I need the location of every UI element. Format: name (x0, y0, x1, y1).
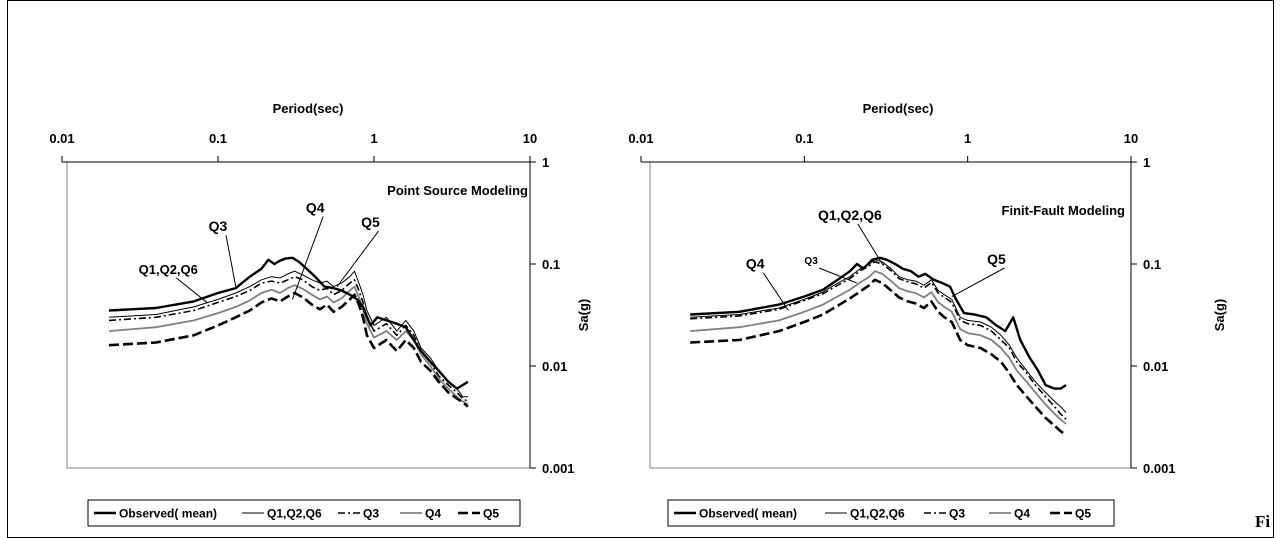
y-tick-label: 1 (1143, 155, 1150, 170)
series-line-q1-q2-q6 (108, 270, 468, 398)
legend-label-q4: Q4 (1014, 507, 1030, 521)
annotation-leader (857, 223, 883, 265)
annotation-label-q4: Q4 (306, 199, 325, 215)
annotation-leader (225, 235, 237, 287)
series-line-q4 (108, 284, 469, 406)
legend-label-q3: Q3 (949, 507, 965, 521)
y-tick-label: 0.001 (542, 461, 575, 476)
series-line-q3 (690, 261, 1067, 420)
legend-label-q3: Q3 (363, 507, 379, 521)
x-tick-label: 0.1 (209, 131, 227, 146)
annotation-label-q5: Q5 (361, 214, 380, 230)
legend-label-observed-mean: Observed( mean) (119, 507, 217, 521)
annotation-label-q4: Q4 (746, 256, 765, 272)
annotation-label-q3: Q3 (804, 256, 818, 267)
legend-label-q4: Q4 (425, 507, 441, 521)
y-axis-title: Sa(g) (1212, 299, 1227, 332)
annotation-leader (336, 230, 379, 287)
y-tick-label: 0.1 (542, 257, 560, 272)
x-tick-label: 0.1 (795, 131, 813, 146)
legend-label-q5: Q5 (1075, 507, 1091, 521)
panel-title: Point Source Modeling (387, 183, 528, 198)
y-axis-title: Sa(g) (576, 299, 591, 332)
panel-title: Finit-Fault Modeling (1002, 203, 1126, 218)
series-line-q1-q2-q6 (690, 259, 1067, 413)
annotation-label-q1-q2-q6: Q1,Q2,Q6 (139, 262, 198, 277)
annotation-leader (175, 277, 208, 303)
plot-area (66, 161, 531, 469)
series-line-observed-mean (690, 256, 1067, 390)
y-tick-label: 0.001 (1143, 461, 1176, 476)
x-tick-label: 10 (1124, 131, 1138, 146)
x-tick-label: 0.01 (49, 131, 74, 146)
annotation-leader (291, 216, 324, 300)
x-axis-title: Period(sec) (273, 101, 344, 116)
chart-point-source: 0.01 0.1 1 10 Period(sec) 0.001 0.01 0.1 1 Sa(g) P… (49, 101, 591, 527)
y-tick-label: 0.1 (1143, 257, 1161, 272)
x-tick-label: 1 (370, 131, 377, 146)
series-line-observed-mean (108, 256, 469, 390)
annotation-label-q1-q2-q6: Q1,Q2,Q6 (818, 207, 882, 223)
x-tick-label: 0.01 (628, 131, 653, 146)
annotation-leader (762, 272, 789, 311)
legend-label-q1-q2-q6: Q1,Q2,Q6 (267, 507, 322, 521)
legend-box (87, 499, 521, 527)
x-axis-title: Period(sec) (863, 101, 934, 116)
legend-label-q1-q2-q6: Q1,Q2,Q6 (850, 507, 905, 521)
caption-fragment: Fi (1255, 512, 1270, 531)
legend-box (667, 499, 1115, 527)
annotation-leader (818, 267, 858, 284)
series-line-q4 (690, 270, 1067, 425)
chart-finite-fault: 0.01 0.1 1 10 Period(sec) 0.001 0.01 0.1 1 Sa(g) F… (628, 101, 1227, 527)
y-tick-label: 0.01 (1143, 359, 1168, 374)
annotation-label-q3: Q3 (209, 218, 228, 234)
y-tick-label: 0.01 (542, 359, 567, 374)
annotation-leader (951, 267, 1005, 297)
legend-label-q5: Q5 (483, 507, 499, 521)
x-tick-label: 10 (523, 131, 537, 146)
x-tick-label: 1 (964, 131, 971, 146)
series-line-q5 (690, 278, 1067, 437)
y-tick-label: 1 (542, 155, 549, 170)
series-line-q5 (108, 291, 469, 408)
legend-label-observed-mean: Observed( mean) (699, 507, 797, 521)
annotation-label-q5: Q5 (987, 251, 1006, 267)
